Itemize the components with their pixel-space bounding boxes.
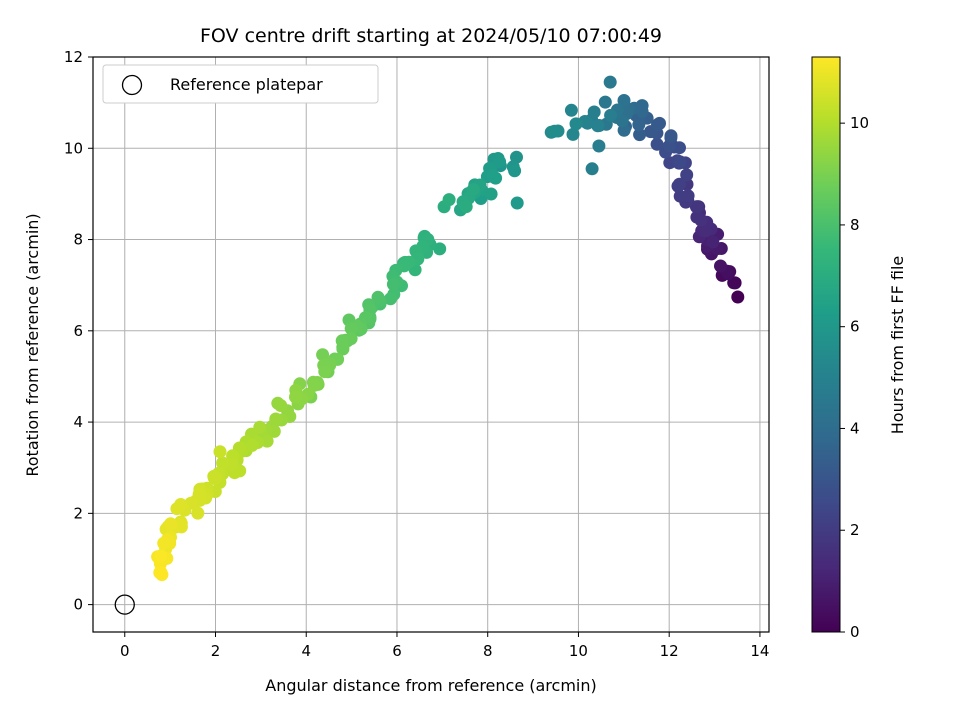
colorbar-tick-label: 6	[850, 318, 860, 336]
y-tick-label: 0	[73, 596, 83, 614]
data-point	[633, 128, 647, 142]
x-tick-label: 12	[660, 642, 679, 660]
data-point	[672, 177, 686, 191]
colorbar-gradient	[811, 56, 841, 633]
data-point	[585, 162, 599, 176]
data-point	[289, 390, 302, 404]
data-point	[664, 129, 678, 143]
data-point	[192, 487, 206, 501]
data-point	[484, 187, 498, 201]
data-point	[164, 517, 178, 531]
data-point	[673, 141, 686, 155]
data-point	[603, 75, 617, 89]
data-point	[564, 103, 578, 117]
data-point	[598, 95, 612, 109]
data-point	[466, 183, 480, 197]
data-point	[566, 127, 580, 141]
x-tick-label: 6	[392, 642, 402, 660]
data-point	[386, 277, 400, 291]
data-point	[493, 155, 507, 169]
data-point	[731, 290, 745, 304]
data-point	[510, 196, 524, 210]
data-points	[151, 75, 745, 582]
data-point	[245, 438, 259, 452]
legend-marker	[121, 74, 143, 96]
data-point	[170, 502, 184, 516]
chart-title: FOV centre drift starting at 2024/05/10 …	[200, 25, 662, 47]
x-tick-label: 8	[483, 642, 493, 660]
data-point	[154, 549, 168, 563]
data-point	[706, 235, 720, 249]
data-point	[157, 536, 171, 550]
data-point	[591, 119, 605, 133]
y-tick-label: 8	[73, 231, 83, 249]
data-point	[486, 169, 500, 183]
data-point	[714, 259, 727, 273]
colorbar-tick-label: 0	[850, 623, 860, 641]
data-point	[680, 168, 694, 182]
legend-box	[102, 64, 379, 104]
data-point	[604, 108, 618, 122]
data-point	[673, 155, 687, 169]
y-tick-label: 4	[73, 413, 83, 431]
y-axis-ticks: 0 2 4 6 8 10 12	[64, 48, 93, 614]
data-point	[650, 137, 664, 151]
data-point	[617, 94, 631, 107]
data-point	[191, 506, 205, 520]
colorbar-label: Hours from first FF file	[888, 256, 907, 435]
data-point	[459, 200, 473, 214]
x-tick-label: 0	[120, 642, 130, 660]
colorbar-tick-label: 10	[850, 114, 869, 132]
data-point	[587, 105, 601, 119]
data-point	[225, 458, 239, 472]
legend-entry-reference-platepar: Reference platepar	[170, 75, 323, 94]
data-point	[592, 139, 606, 153]
colorbar-tick-label: 2	[850, 521, 860, 539]
data-point	[318, 365, 332, 379]
y-tick-label: 6	[73, 322, 83, 340]
x-tick-label: 14	[750, 642, 769, 660]
y-tick-label: 10	[64, 139, 83, 157]
data-point	[651, 118, 664, 132]
x-tick-label: 2	[211, 642, 221, 660]
data-point	[508, 164, 522, 178]
data-point	[260, 434, 274, 448]
data-point	[154, 566, 168, 580]
colorbar-tick-label: 4	[850, 419, 860, 437]
y-tick-label: 2	[73, 504, 83, 522]
data-point	[274, 399, 288, 412]
legend: Reference platepar	[102, 64, 379, 104]
data-point	[548, 124, 561, 138]
data-point	[208, 472, 221, 485]
x-axis-ticks: 0 2 4 6 8 10 12 14	[120, 632, 769, 660]
data-point	[690, 210, 704, 224]
data-point	[269, 412, 283, 426]
plot-frame	[92, 56, 770, 633]
data-point	[336, 340, 350, 354]
x-tick-label: 10	[569, 642, 588, 660]
x-tick-label: 4	[301, 642, 311, 660]
data-point	[632, 118, 646, 132]
data-point	[371, 290, 385, 304]
data-point	[569, 117, 583, 131]
data-point	[384, 292, 397, 306]
y-axis-label: Rotation from reference (arcmin)	[23, 213, 42, 476]
data-point	[433, 242, 447, 256]
colorbar-ticks: 0 2 4 6 8 10	[840, 114, 869, 641]
data-point	[681, 189, 695, 203]
data-point	[316, 348, 330, 362]
colorbar-tick-label: 8	[850, 216, 860, 234]
colorbar: 0 2 4 6 8 10 Hours from first FF file	[811, 56, 907, 641]
data-point	[216, 456, 230, 470]
x-axis-label: Angular distance from reference (arcmin)	[265, 676, 596, 695]
y-tick-label: 12	[64, 48, 83, 66]
data-point	[213, 445, 227, 459]
reference-platepar-marker	[114, 594, 135, 615]
data-point	[344, 322, 358, 336]
data-point	[442, 193, 456, 207]
